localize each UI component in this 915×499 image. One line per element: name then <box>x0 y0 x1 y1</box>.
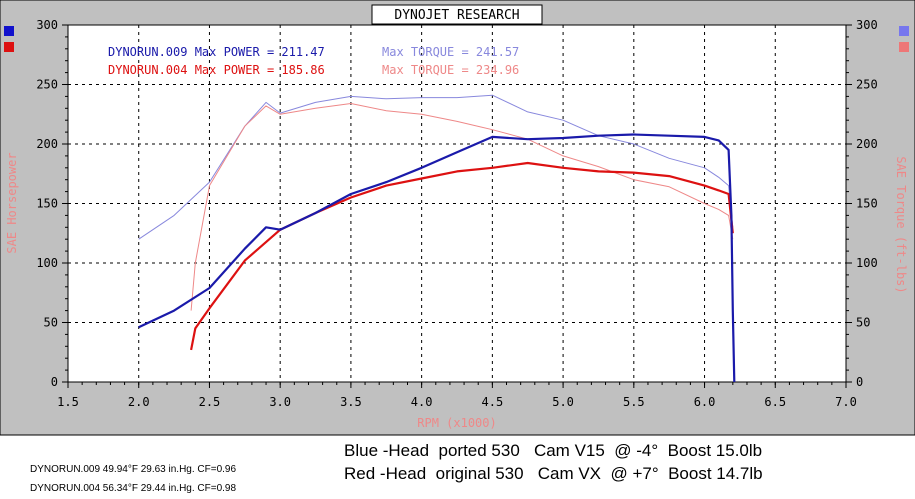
legend-power-1: DYNORUN.004 Max POWER = 185.86 <box>108 63 325 77</box>
x-tick-label: 5.5 <box>623 395 645 409</box>
y-tick-label-left: 50 <box>44 316 58 330</box>
y-tick-label-right: 100 <box>856 256 878 270</box>
x-tick-label: 2.0 <box>128 395 150 409</box>
footer-run-009: DYNORUN.009 49.94°F 29.63 in.Hg. CF=0.96 <box>30 464 237 475</box>
x-tick-label: 1.5 <box>57 395 79 409</box>
x-tick-label: 3.5 <box>340 395 362 409</box>
x-tick-label: 7.0 <box>835 395 857 409</box>
series-dynorun-009-power <box>138 133 736 383</box>
footer-run-004: DYNORUN.004 56.34°F 29.44 in.Hg. CF=0.98 <box>30 483 237 494</box>
y-tick-label-left: 300 <box>36 18 58 32</box>
y-axis-label-left: SAE Horsepower <box>5 152 19 253</box>
title-box <box>371 4 543 25</box>
x-tick-label: 6.5 <box>764 395 786 409</box>
y-tick-label-left: 150 <box>36 197 58 211</box>
legend-power-0: DYNORUN.009 Max POWER = 211.47 <box>108 45 325 59</box>
y-tick-label-left: 200 <box>36 137 58 151</box>
x-axis-label: RPM (x1000) <box>417 416 496 430</box>
annotation-line-1: Blue -Head ported 530 Cam V15 @ -4° Boos… <box>344 441 763 460</box>
left-blue-marker <box>4 26 14 36</box>
y-tick-label-left: 100 <box>36 256 58 270</box>
y-tick-label-left: 0 <box>51 375 58 389</box>
series-dynorun-009-torque <box>138 94 734 240</box>
y-tick-label-right: 0 <box>856 375 863 389</box>
legend-torque-1: Max TORQUE = 234.96 <box>382 63 519 77</box>
x-tick-label: 3.0 <box>269 395 291 409</box>
right-red-marker <box>899 42 909 52</box>
x-tick-label: 4.5 <box>482 395 504 409</box>
series-dynorun-004-torque <box>190 103 734 311</box>
y-tick-label-left: 250 <box>36 78 58 92</box>
series-dynorun-004-power <box>190 161 734 351</box>
right-blue-marker <box>899 26 909 36</box>
x-tick-label: 5.0 <box>552 395 574 409</box>
x-tick-label: 4.0 <box>411 395 433 409</box>
legend-torque-0: Max TORQUE = 241.57 <box>382 45 519 59</box>
y-tick-label-right: 200 <box>856 137 878 151</box>
y-tick-label-right: 150 <box>856 197 878 211</box>
y-tick-label-right: 250 <box>856 78 878 92</box>
annotation-line-2: Red -Head original 530 Cam VX @ +7° Boos… <box>344 464 763 483</box>
chart-title: DYNOJET RESEARCH <box>394 8 519 23</box>
y-axis-label-right: SAE Torque (ft-lbs) <box>894 156 908 293</box>
left-red-marker <box>4 42 14 52</box>
y-tick-label-right: 300 <box>856 18 878 32</box>
plot-area <box>67 24 847 383</box>
x-tick-label: 2.5 <box>199 395 221 409</box>
x-tick-label: 6.0 <box>694 395 716 409</box>
y-tick-label-right: 50 <box>856 316 870 330</box>
